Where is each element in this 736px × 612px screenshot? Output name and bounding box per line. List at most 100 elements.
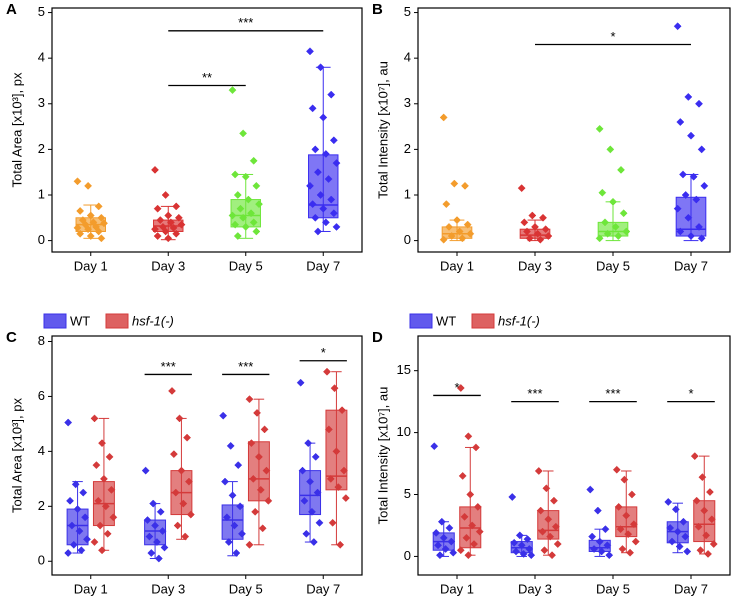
significance-label: *** [527, 386, 542, 401]
data-point [614, 502, 623, 511]
data-point [231, 170, 240, 179]
y-tick-label: 3 [404, 95, 411, 110]
data-point [466, 490, 475, 499]
data-point [441, 545, 450, 553]
data-point [228, 86, 237, 95]
y-tick-label: 0 [38, 232, 45, 247]
data-point [84, 225, 93, 234]
data-point [450, 179, 459, 188]
data-point [90, 414, 99, 423]
y-tick-label: 1 [404, 186, 411, 201]
data-point [97, 213, 106, 222]
data-point [549, 496, 558, 505]
data-point [73, 223, 82, 232]
data-point [475, 527, 484, 536]
data-point [76, 206, 85, 215]
data-point [551, 522, 560, 531]
data-point [107, 485, 116, 494]
data-point [616, 525, 625, 534]
data-point [689, 172, 698, 181]
data-point [153, 232, 162, 240]
data-point [143, 516, 152, 525]
data-point [296, 378, 305, 387]
data-point [98, 546, 106, 555]
data-point [617, 165, 625, 174]
data-point [432, 528, 441, 537]
data-point [605, 551, 614, 560]
data-point [300, 496, 309, 505]
data-point [67, 521, 76, 530]
data-point [439, 113, 448, 122]
data-point [231, 220, 240, 229]
x-tick-label: Day 1 [74, 258, 108, 273]
y-tick-label: 3 [38, 95, 45, 110]
data-point [306, 477, 315, 486]
data-point [321, 149, 330, 158]
data-point [687, 232, 695, 240]
legend-label: WT [436, 313, 456, 328]
data-point [244, 195, 253, 204]
data-point [673, 204, 682, 213]
data-point [523, 535, 532, 544]
panel-label: C [6, 329, 17, 346]
data-point [614, 232, 623, 240]
data-point [328, 518, 337, 527]
data-point [308, 104, 317, 113]
significance-label: *** [161, 359, 176, 374]
data-point [175, 414, 184, 423]
data-point [687, 131, 695, 140]
panel: B Total Intensity [x10⁷], au 0 1 2 3 4 5 Day 1 Da… [372, 1, 731, 273]
data-point [468, 521, 477, 530]
legend-swatch [471, 313, 495, 329]
data-point [533, 229, 542, 238]
data-point [311, 145, 320, 154]
data-point [681, 191, 690, 199]
data-point [676, 227, 685, 236]
panel: C Total Area [x10³], px 0 2 4 6 8 Day 1 Day 3 Day… [6, 313, 363, 596]
data-point [262, 466, 271, 475]
data-point [631, 537, 640, 546]
data-point [236, 204, 245, 213]
data-point [241, 222, 250, 231]
plot-frame [417, 335, 731, 576]
data-point [101, 502, 110, 511]
data-point [664, 497, 673, 506]
data-point [705, 488, 714, 496]
data-point [94, 496, 103, 505]
data-point [709, 540, 718, 548]
y-tick-label: 15 [397, 362, 411, 377]
data-point [326, 474, 335, 483]
data-point [256, 485, 265, 494]
data-point [224, 538, 233, 546]
y-tick-label: 0 [404, 548, 411, 563]
data-point [458, 234, 467, 243]
data-point [313, 488, 322, 497]
data-point [675, 542, 684, 551]
data-point [221, 477, 229, 486]
data-point [249, 474, 258, 483]
y-axis-label: Total Area [x10³], px [9, 72, 24, 187]
data-point [327, 195, 336, 204]
data-point [437, 517, 446, 526]
data-point [542, 484, 551, 493]
data-point [241, 172, 250, 181]
data-point [700, 506, 709, 515]
data-point [141, 466, 150, 475]
data-point [684, 213, 693, 222]
data-point [520, 218, 529, 227]
data-point [541, 225, 550, 234]
data-point [334, 483, 343, 492]
data-point [252, 181, 261, 190]
data-point [73, 177, 82, 186]
data-point [515, 531, 524, 540]
significance-label: * [688, 386, 693, 401]
data-point [462, 533, 471, 542]
data-point [671, 505, 680, 514]
data-point [154, 554, 163, 563]
data-point [330, 384, 339, 393]
data-point [627, 490, 636, 499]
data-point [673, 527, 682, 536]
y-tick-label: 5 [38, 4, 45, 19]
data-point [622, 511, 631, 520]
data-point [151, 225, 159, 234]
